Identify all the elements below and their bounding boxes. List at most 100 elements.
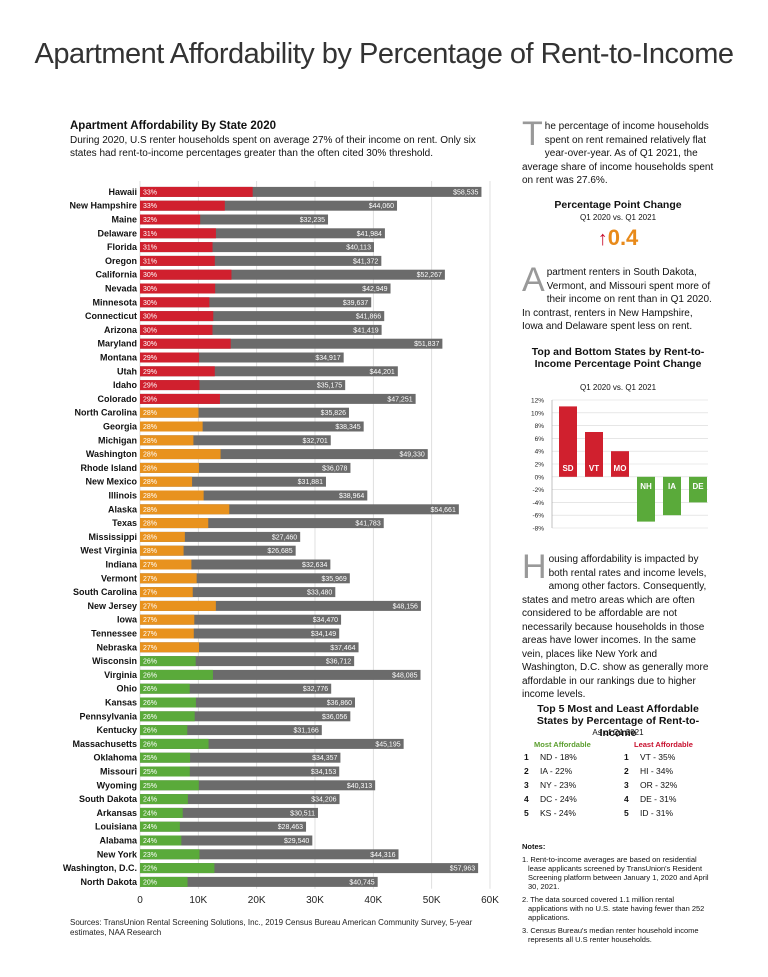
change-bar-chart: 12% 10% 8% 6% 4% 2% 0% -2% -4% -6% -8% SD VT MO NH IA DE (531, 398, 708, 533)
state-label: Kentucky (96, 725, 137, 735)
state-label: New Hampshire (69, 201, 137, 211)
income-bar (140, 228, 385, 239)
income-label: $32,634 (302, 562, 327, 569)
income-label: $42,949 (362, 286, 387, 293)
rent-bar (140, 366, 215, 377)
income-label: $54,661 (431, 507, 456, 514)
pct-label: 26% (143, 672, 157, 679)
state-label: Mississippi (88, 532, 137, 542)
state-label: Montana (100, 353, 138, 363)
state-label: Iowa (117, 615, 138, 625)
pct-label: 28% (143, 521, 157, 528)
income-label: $36,712 (326, 659, 351, 666)
state-label: North Carolina (74, 408, 137, 418)
pct-label: 27% (143, 576, 157, 583)
income-bar (140, 214, 329, 225)
y-tick-label: -8% (532, 526, 544, 533)
state-label: New Jersey (87, 601, 137, 611)
category-label: IA (668, 482, 676, 491)
income-label: $26,685 (267, 548, 292, 555)
least-affordable-list: 1 VT - 35% 2 HI - 34% 3 OR - 32% 4 DE - 31% … (624, 752, 677, 822)
pct-label: 32% (143, 217, 157, 224)
pct-label: 31% (143, 258, 157, 265)
list-item: 1 ND - 18% (524, 752, 577, 762)
state-label: West Virginia (80, 546, 138, 556)
pct-label: 28% (143, 493, 157, 500)
pct-label: 22% (143, 866, 157, 873)
income-label: $44,060 (369, 203, 394, 210)
y-tick-label: -2% (532, 487, 544, 494)
income-label: $45,195 (375, 741, 400, 748)
most-affordable-heading: Most Affordable (534, 740, 591, 749)
state-label: Nebraska (96, 642, 138, 652)
x-tick-label: 10K (189, 895, 207, 906)
state-label: Rhode Island (80, 463, 137, 473)
rent-bar (140, 255, 215, 266)
income-label: $40,113 (346, 245, 371, 252)
rent-bar (140, 242, 213, 253)
change-chart-subtitle: Q1 2020 vs. Q1 2021 (579, 383, 657, 392)
change-bar (689, 476, 707, 503)
income-label: $48,156 (393, 603, 418, 610)
income-label: $41,372 (353, 258, 378, 265)
pct-label: 29% (143, 396, 157, 403)
income-bar (140, 242, 374, 253)
list-item: 2 HI - 34% (624, 766, 674, 776)
section-intro: During 2020, U.S renter households spent… (70, 135, 476, 159)
income-bar (140, 876, 378, 887)
change-bar (559, 406, 577, 477)
income-label: $44,201 (370, 369, 395, 376)
income-bar (140, 614, 342, 625)
change-bar (663, 476, 681, 516)
income-label: $29,540 (284, 838, 309, 845)
income-bar (140, 766, 340, 777)
list-item: 4 DC - 24% (524, 794, 577, 804)
income-bar (140, 380, 346, 391)
income-bar (140, 338, 443, 349)
income-bar (140, 669, 421, 680)
rent-bar (140, 876, 188, 887)
rent-bar (140, 738, 209, 749)
x-tick-label: 40K (364, 895, 382, 906)
income-label: $40,313 (347, 783, 372, 790)
rent-bar (140, 752, 191, 763)
income-label: $31,881 (298, 479, 323, 486)
state-label: Colorado (98, 394, 138, 404)
x-tick-label: 60K (481, 895, 499, 906)
income-bar (140, 421, 364, 432)
income-bar (140, 297, 372, 308)
pct-label: 25% (143, 755, 157, 762)
rent-bar (140, 214, 201, 225)
rent-bar (140, 449, 221, 460)
pct-label: 24% (143, 810, 157, 817)
pct-label: 20% (143, 879, 157, 886)
income-label: $32,776 (303, 686, 328, 693)
rent-bar (140, 490, 204, 501)
income-label: $58,535 (453, 189, 478, 196)
rent-bar (140, 297, 210, 308)
income-label: $36,078 (322, 465, 347, 472)
income-label: $39,637 (343, 300, 368, 307)
y-tick-label: 8% (535, 423, 545, 430)
rent-bar (140, 407, 199, 418)
income-label: $37,464 (330, 645, 355, 652)
state-label: Alabama (99, 836, 138, 846)
paragraph-text: ousing affordability is impacted by both… (522, 554, 709, 700)
income-bar (140, 821, 307, 832)
list-item: 2 IA - 22% (524, 766, 573, 776)
pct-label: 26% (143, 686, 157, 693)
note-item: 1. Rent-to-income averages are based on … (522, 855, 709, 891)
state-label: Oklahoma (93, 753, 138, 763)
rent-bar (140, 642, 200, 653)
income-label: $34,149 (311, 631, 336, 638)
income-bar (140, 504, 459, 515)
pct-label: 28% (143, 410, 157, 417)
state-bar-chart: 0 10K 20K 30K 40K 50K 60K Hawaii 33% $58,535 New H… (63, 181, 499, 906)
rent-bar (140, 283, 216, 294)
income-label: $52,267 (417, 272, 442, 279)
pct-label: 33% (143, 189, 157, 196)
income-label: $40,745 (349, 879, 374, 886)
category-label: DE (692, 482, 704, 491)
list-item: 5 ID - 31% (624, 808, 674, 818)
